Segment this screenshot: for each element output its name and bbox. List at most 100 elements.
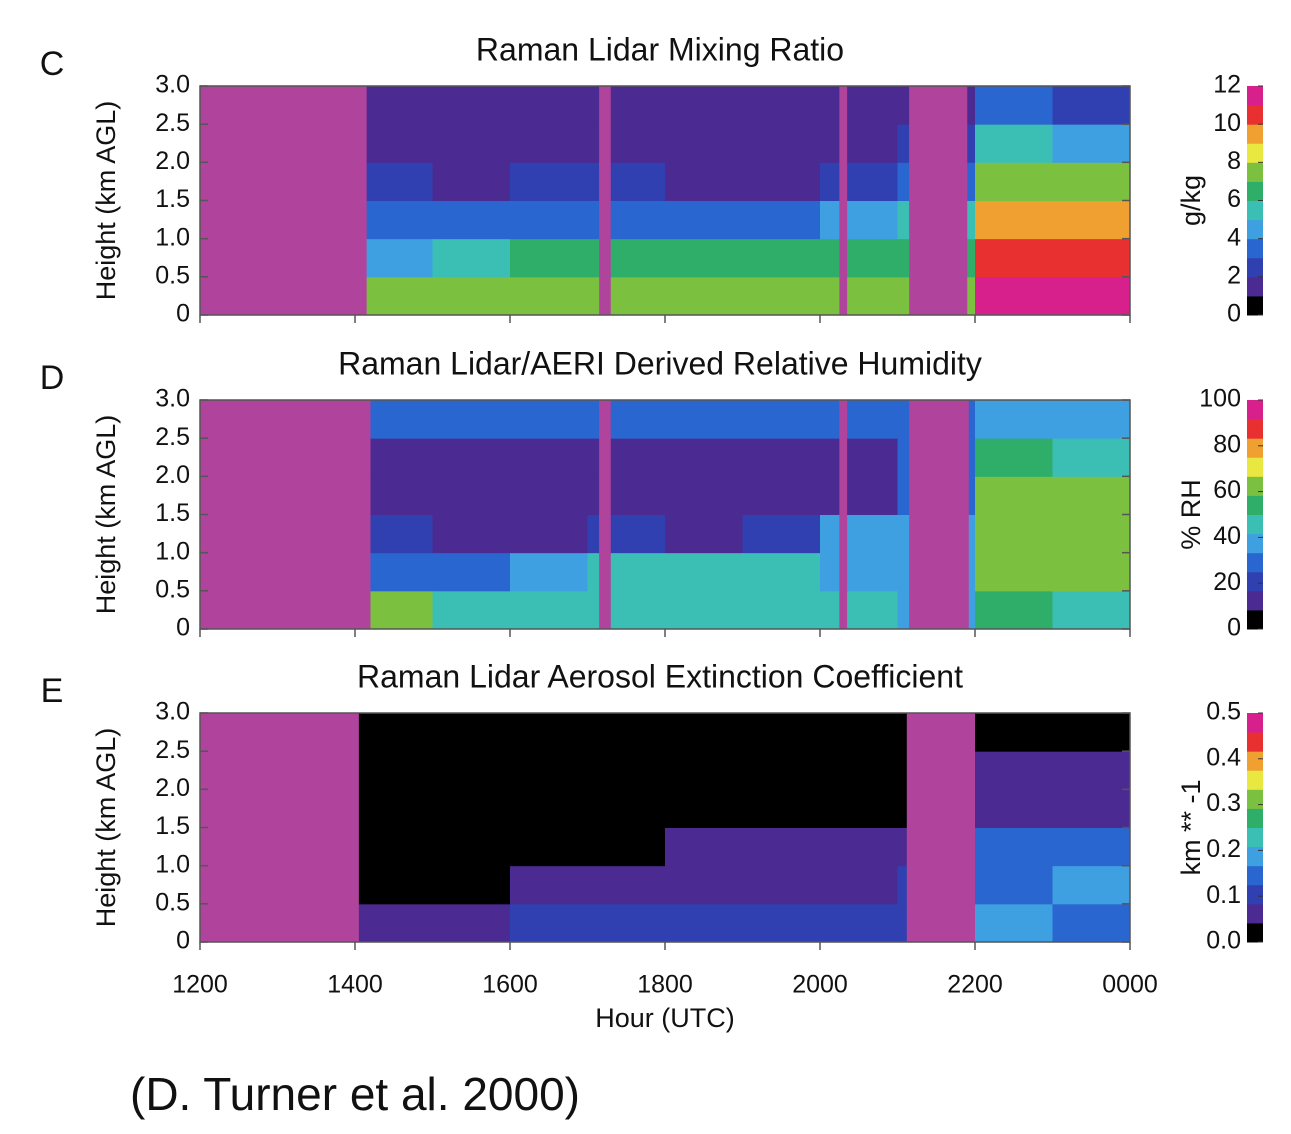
heatmap-cell [432,86,511,125]
heatmap-cell [742,124,821,163]
colorbar-tick-label: 0 [1227,300,1241,328]
colorbar-segment [1247,827,1263,848]
heatmap-cell [820,476,898,515]
heatmap-cell [665,276,743,316]
colorbar-segment [1247,400,1263,420]
heatmap-cell [1052,789,1131,828]
colorbar-tick-label: 0.1 [1206,881,1241,909]
missing-band [839,86,848,315]
colorbar-segment [1247,219,1263,240]
heatmap-cell [510,238,588,278]
colorbar-segment [1247,105,1263,125]
y-tick-label: 2.5 [155,736,190,764]
y-tick-label: 0.5 [155,261,190,289]
heatmap-cell [432,552,511,592]
y-axis-label: Height (km AGL) [91,101,121,301]
colorbar-segment [1247,457,1263,477]
colorbar-segment [1247,181,1263,201]
heatmap-cell [510,552,588,592]
heatmap-cell [665,162,743,201]
colorbar-segment [1247,552,1263,573]
colorbar-segment [1247,143,1263,163]
heatmap-cell [355,827,433,867]
heatmap-cell [355,162,433,201]
colorbar-segment [1247,276,1263,297]
heatmap-cell [1052,514,1131,554]
heatmap-cell [975,552,1053,592]
x-tick-label: 1200 [172,971,228,999]
missing-band [599,400,611,629]
panel-label: D [40,359,65,397]
heatmap-cell [975,751,1053,790]
y-tick-label: 1.0 [155,850,190,878]
heatmap-cell [665,238,743,278]
panel-label: E [41,672,64,710]
heatmap-cell [510,713,588,752]
y-tick-label: 0.5 [155,888,190,916]
heatmap-cell [742,789,821,828]
heatmap-cell [1052,552,1131,592]
x-tick-label: 0000 [1102,971,1158,999]
heatmap-cell [1052,162,1131,201]
colorbar-segment [1247,751,1263,771]
heatmap-cell [820,789,898,828]
heatmap-cell [820,514,898,554]
heatmap-cell [355,238,433,278]
heatmap-cell [975,789,1053,828]
missing-band [200,713,359,942]
heatmap-cell [1052,276,1131,316]
colorbar-segment [1247,903,1263,924]
colorbar-segment [1247,238,1263,259]
colorbar-tick-label: 0.0 [1206,927,1241,955]
heatmap-cell [432,789,511,828]
colorbar-tick-label: 80 [1213,430,1241,458]
heatmap-cell [587,903,666,943]
heatmap-cell [665,124,743,163]
colorbar-segment [1247,476,1263,496]
y-tick-label: 1.5 [155,499,190,527]
colorbar-label: km ** -1 [1176,779,1206,875]
colorbar-segment [1247,495,1263,515]
heatmap-cell [665,200,743,240]
heatmap-cell [432,590,511,630]
heatmap-cell [820,751,898,790]
heatmap-cell [355,865,433,905]
heatmap-cell [742,713,821,752]
y-tick-label: 1.0 [155,223,190,251]
colorbar-tick-label: 60 [1213,476,1241,504]
heatmap-cell [975,86,1053,125]
colorbar-label: g/kg [1176,175,1206,226]
colorbar-tick-label: 12 [1213,71,1241,99]
heatmap-cell [510,476,588,515]
colorbar-tick-label: 0.4 [1206,743,1241,771]
colorbar-segment [1247,419,1263,439]
heatmap-cell [355,124,433,163]
colorbar-segment [1247,732,1263,752]
heatmap-cell [975,590,1053,630]
heatmap-cell [665,827,743,867]
heatmap-cell [665,400,743,439]
heatmap-cell [975,514,1053,554]
y-axis-label: Height (km AGL) [91,728,121,928]
heatmap-cell [665,789,743,828]
colorbar-segment [1247,514,1263,535]
heatmap-cell [665,865,743,905]
colorbar-tick-label: 6 [1227,185,1241,213]
heatmap-cell [665,86,743,125]
heatmap-cell [742,590,821,630]
heatmap-cell [665,552,743,592]
heatmap-cell [820,124,898,163]
heatmap-cell [587,789,666,828]
heatmap-cell [510,751,588,790]
heatmap-cell [820,552,898,592]
heatmap-cell [665,713,743,752]
y-tick-label: 0 [176,927,190,955]
x-axis-label: Hour (UTC) [595,1003,735,1033]
heatmap-cell [820,276,898,316]
heatmap-cell [742,86,821,125]
x-tick-label: 2200 [947,971,1003,999]
heatmap-cell [1052,200,1131,240]
heatmap-cell [1052,476,1131,515]
heatmap-cell [820,400,898,439]
heatmap-cell [975,162,1053,201]
